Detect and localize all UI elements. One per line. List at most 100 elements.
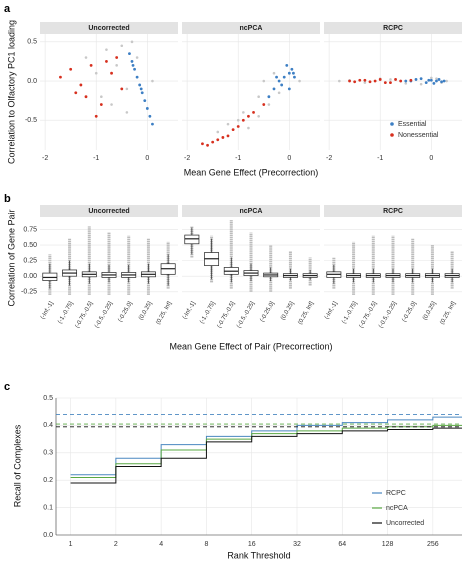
x-tick-label: (-0.75,-0.5] [359,301,379,330]
y-tick-label: 0.5 [27,39,37,46]
point [424,81,428,84]
point [429,78,433,82]
facet-title: Uncorrected [88,25,129,32]
point [140,91,144,95]
background-point [100,95,103,99]
y-axis-label: Correlation to Olfactory PC1 loading [6,20,16,164]
strip [324,205,462,217]
x-tick-label: -1 [377,155,383,162]
background-point [298,79,301,83]
background-point [430,76,433,80]
x-tick-label: 128 [382,541,394,548]
point [277,79,281,83]
point [427,78,431,82]
point [409,78,413,82]
background-point [435,77,438,80]
point [241,118,245,122]
strip [182,22,320,34]
x-tick-label: -1 [235,155,241,162]
panel-label: b [4,193,11,205]
x-tick-label: 64 [338,541,346,548]
point [272,87,276,91]
point [59,75,62,79]
background-point [236,118,240,122]
legend-marker [390,133,394,137]
point [435,79,438,83]
point [143,99,147,103]
point [293,75,296,79]
point [206,143,209,147]
x-tick-label: 4 [159,541,163,548]
point [285,63,289,67]
point [368,80,372,84]
background-point [151,79,154,83]
box [184,234,200,245]
y-tick-label: 0.25 [23,257,37,264]
x-tick-label: (0.25, Inf] [439,301,457,326]
point [252,110,255,114]
point [138,83,142,87]
panel-label: c [4,381,10,393]
point [394,78,397,81]
point [148,114,152,118]
point [440,80,443,84]
x-tick-label: (-0.5,-0.25] [94,301,114,330]
background-point [130,40,134,44]
x-tick-label: -2 [326,155,332,162]
x-tick-label: (0.25, Inf] [155,301,173,326]
x-tick-label: 0 [429,155,433,162]
point [373,79,377,83]
y-tick-label: 0.75 [23,226,37,233]
x-tick-label: 1 [69,541,73,548]
strip [324,22,462,34]
point [151,122,154,126]
point [84,95,88,99]
y-tick-label: 0.5 [43,395,53,402]
point [79,83,83,87]
background-point [115,64,118,67]
background-point [226,122,230,126]
point [287,87,291,91]
strip [40,22,178,34]
y-axis-label: Correlation of Gene Pair [6,209,16,306]
point [437,78,441,81]
point [131,63,135,67]
point [290,67,294,71]
point [135,75,139,79]
background-point [262,79,266,83]
point [280,83,284,87]
background-point [419,82,423,86]
point [275,75,278,79]
background-point [363,81,367,84]
y-tick-label: 0.4 [43,422,53,429]
y-tick-label: -0.25 [21,289,37,296]
facet-title: RCPC [383,208,403,215]
x-tick-label: (-0.25,0] [401,301,418,324]
background-point [216,130,220,134]
legend-label: RCPC [386,490,406,497]
x-tick-label: -2 [184,155,190,162]
point [120,87,124,91]
x-tick-label: (-1,-0.75] [199,301,217,325]
point [74,91,78,95]
point [414,78,418,81]
strip [182,205,320,217]
point [282,75,286,79]
legend-label: Nonessential [398,132,439,139]
background-point [389,78,392,81]
background-point [94,71,98,75]
y-axis-label: Recall of Complexes [12,424,22,507]
y-tick-label: 0.3 [43,450,53,457]
step-line [70,416,462,476]
point [267,95,271,99]
point [110,71,113,75]
x-tick-label: (0,0.25] [280,301,296,322]
background-point [257,114,260,118]
point [236,125,240,128]
x-tick-label: (-0.75,-0.5] [75,301,95,330]
background-point [247,126,250,130]
background-point [242,111,245,114]
y-tick-label: 0.00 [23,273,37,280]
x-tick-label: (-0.5,-0.25] [236,301,256,330]
